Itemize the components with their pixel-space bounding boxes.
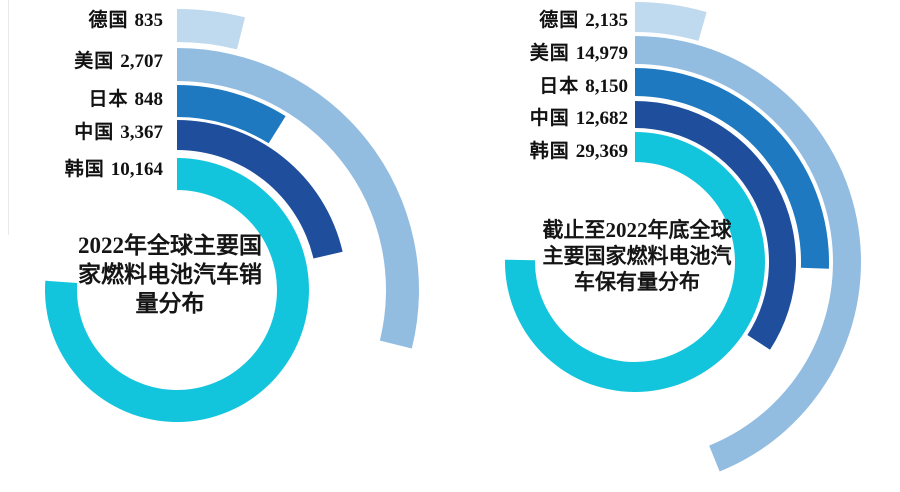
country-label: 日本 <box>539 76 580 97</box>
title-line: 截止至2022年底全球 <box>542 218 732 242</box>
arc-usa-stock <box>635 36 861 472</box>
title-line: 主要国家燃料电池汽 <box>542 244 732 268</box>
title-line: 车保有量分布 <box>574 270 700 294</box>
country-label: 中国 <box>74 122 115 143</box>
country-label: 美国 <box>74 51 115 72</box>
arc-japan-stock <box>635 68 829 269</box>
title-line: 2022年全球主要国 <box>78 233 262 258</box>
legend-item-korea-stock: 韩国 29,369 <box>530 141 628 163</box>
legend-item-japan-sales: 日本 848 <box>88 89 163 111</box>
country-value: 835 <box>134 10 164 31</box>
country-value: 12,682 <box>575 108 628 129</box>
country-label: 德国 <box>88 10 129 31</box>
stock-chart-title: 截止至2022年底全球 主要国家燃料电池汽 车保有量分布 <box>495 217 779 295</box>
legend-item-korea-sales: 韩国 10,164 <box>65 159 163 181</box>
legend-item-germany-stock: 德国 2,135 <box>539 10 628 32</box>
country-value: 3,367 <box>120 122 163 143</box>
legend-item-usa-sales: 美国 2,707 <box>74 51 163 73</box>
country-label: 德国 <box>539 10 580 31</box>
country-value: 10,164 <box>110 159 163 180</box>
country-label: 韩国 <box>64 159 105 180</box>
legend-item-germany-sales: 德国 835 <box>88 10 163 32</box>
legend-item-china-stock: 中国 12,682 <box>530 108 628 130</box>
country-label: 中国 <box>529 108 570 129</box>
country-value: 2,707 <box>120 51 163 72</box>
country-label: 韩国 <box>529 141 570 162</box>
country-value: 14,979 <box>575 43 628 64</box>
arc-germany-sales <box>177 9 245 50</box>
stock-chart-arcs <box>505 1 861 472</box>
legend-item-usa-stock: 美国 14,979 <box>530 43 628 65</box>
sales-chart-arcs <box>44 9 419 422</box>
legend-item-japan-stock: 日本 8,150 <box>539 76 628 98</box>
title-line: 量分布 <box>135 291 205 316</box>
arc-japan-sales <box>177 85 286 144</box>
country-label: 美国 <box>529 43 570 64</box>
country-value: 29,369 <box>575 141 628 162</box>
title-line: 家燃料电池汽车销 <box>78 262 262 287</box>
arc-china-stock <box>635 101 797 350</box>
sales-chart-title: 2022年全球主要国 家燃料电池汽车销 量分布 <box>40 231 300 318</box>
arc-usa-sales <box>177 48 419 349</box>
country-label: 日本 <box>88 89 129 110</box>
country-value: 848 <box>134 89 164 110</box>
country-value: 2,135 <box>585 10 628 31</box>
country-value: 8,150 <box>585 76 628 97</box>
arc-germany-stock <box>635 1 707 41</box>
legend-item-china-sales: 中国 3,367 <box>74 122 163 144</box>
arc-china-sales <box>177 120 343 259</box>
screenshot-edge-artifact <box>8 0 9 235</box>
